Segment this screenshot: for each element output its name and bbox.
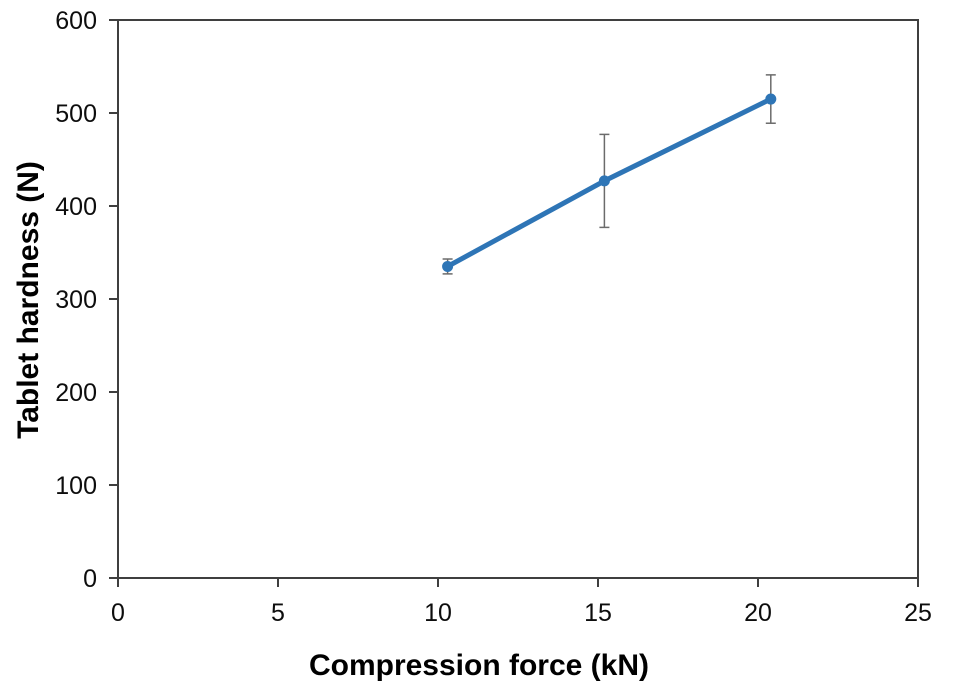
y-tick-label: 200 — [55, 379, 97, 407]
y-axis-title: Tablet hardness (N) — [12, 161, 45, 439]
x-tick-label: 15 — [584, 599, 612, 627]
y-tick-label: 300 — [55, 286, 97, 314]
y-tick-label: 0 — [83, 565, 97, 593]
data-point-marker — [765, 93, 777, 105]
y-tick-label: 500 — [55, 100, 97, 128]
x-tick-label: 20 — [744, 599, 772, 627]
x-axis-title: Compression force (kN) — [309, 649, 649, 682]
plot-area: 0 5 10 15 20 25 0 100 200 300 400 500 600 — [55, 7, 932, 627]
y-tick-label: 400 — [55, 193, 97, 221]
y-tick-label: 600 — [55, 7, 97, 35]
data-point-marker — [598, 175, 610, 187]
x-tick-label: 25 — [904, 599, 932, 627]
x-tick-label: 10 — [424, 599, 452, 627]
plot-border — [117, 19, 919, 579]
y-tick-label: 100 — [55, 472, 97, 500]
x-tick-label: 0 — [111, 599, 125, 627]
x-tick-label: 5 — [271, 599, 285, 627]
data-point-marker — [442, 260, 454, 272]
